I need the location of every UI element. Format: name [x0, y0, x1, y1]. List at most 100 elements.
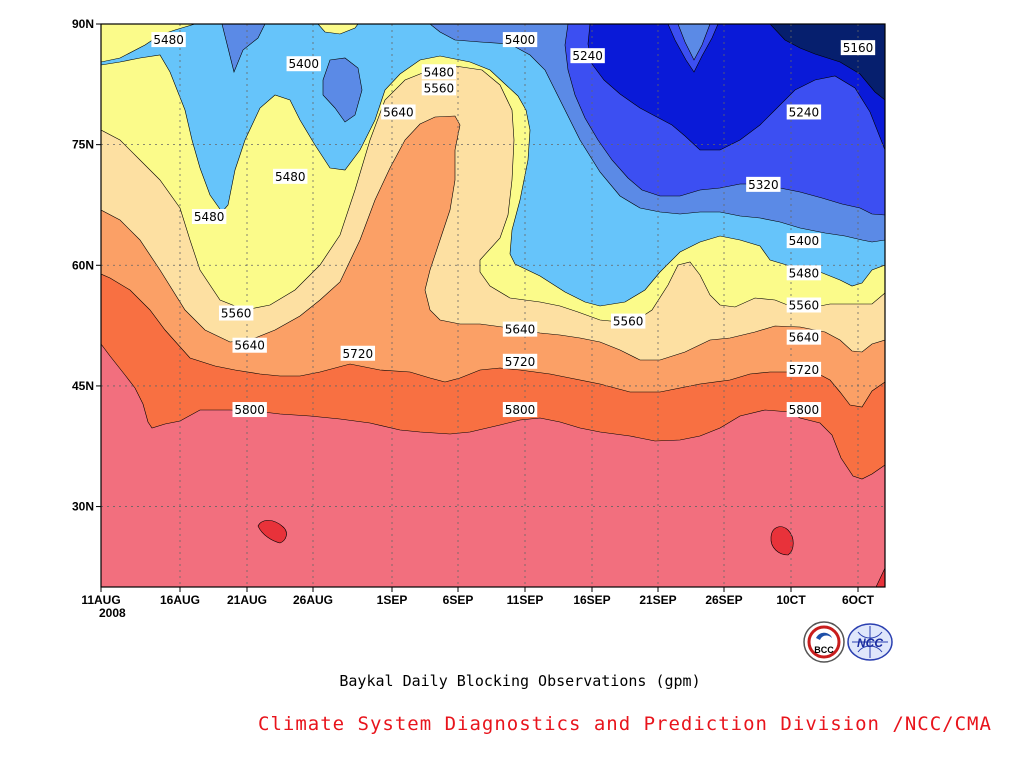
contour-label-bg	[786, 265, 822, 281]
contour-label-text: 5320	[748, 178, 779, 192]
contour-label-text: 5720	[505, 355, 536, 369]
contour-label-text: 5480	[424, 65, 455, 79]
contour-label-bg	[151, 32, 186, 48]
contour-label: 5800	[502, 402, 538, 418]
band-above-5880-cell3	[875, 567, 885, 587]
y-axis: 90N 75N 60N 45N 30N	[72, 17, 101, 514]
contour-label-bg	[502, 353, 538, 369]
contour-label-text: 5560	[613, 315, 644, 329]
contour-label-text: 5640	[505, 323, 536, 337]
x-tick-label: 10CT	[776, 593, 806, 607]
x-tick-label: 6SEP	[443, 593, 474, 607]
contour-label-text: 5560	[221, 307, 252, 321]
contour-label-bg	[421, 64, 457, 80]
contour-label-text: 5800	[505, 403, 536, 417]
contour-label-text: 5640	[789, 331, 820, 345]
contour-label-text: 5720	[343, 347, 374, 361]
contour-label-bg	[381, 104, 416, 120]
bcc-logo-icon: BCC	[802, 620, 846, 664]
contour-label: 5560	[421, 80, 457, 96]
contour-label-bg	[191, 209, 227, 225]
band-above-5880-cell2	[770, 526, 794, 556]
x-tick-label: 16SEP	[573, 593, 610, 607]
contour-label: 5640	[502, 321, 538, 337]
contour-label-text: 5720	[789, 363, 820, 377]
contour-label-bg	[786, 402, 822, 418]
contour-label: 5800	[232, 402, 267, 418]
contour-label-text: 5640	[383, 105, 414, 119]
contour-label: 5800	[786, 402, 822, 418]
contour-label-text: 5400	[288, 57, 319, 71]
contour-label-text: 5640	[234, 339, 265, 353]
ncc-logo-icon: NCC	[846, 620, 894, 664]
contour-label-bg	[340, 345, 376, 361]
band-above-5880-cell1	[257, 520, 287, 544]
chart-title: Baykal Daily Blocking Observations (gpm)	[339, 672, 701, 690]
contour-bands	[101, 24, 885, 587]
band-5320-5400-island2	[322, 57, 363, 123]
y-tick-label: 90N	[72, 17, 94, 31]
x-axis-year-label: 2008	[99, 606, 126, 620]
x-tick-label: 21SEP	[639, 593, 676, 607]
contour-label: 5480	[273, 168, 308, 184]
x-axis: 11AUG 16AUG 21AUG 26AUG 1SEP 6SEP 11SEP 16SEP 21…	[81, 587, 875, 607]
ncc-logo-text: NCC	[857, 636, 883, 650]
contour-label: 5560	[786, 297, 822, 313]
contour-label-bg	[786, 104, 822, 120]
contour-label: 5720	[786, 361, 822, 377]
contour-label: 5480	[151, 32, 186, 48]
contour-label-bg	[273, 168, 308, 184]
contour-label-bg	[786, 329, 822, 345]
x-tick-label: 16AUG	[160, 593, 200, 607]
contour-label-text: 5400	[789, 234, 820, 248]
contour-label-bg	[610, 313, 646, 329]
x-tick-label: 26AUG	[293, 593, 333, 607]
contour-label-bg	[232, 402, 267, 418]
contour-label-text: 5480	[275, 170, 306, 184]
x-tick-label: 11SEP	[507, 593, 544, 607]
contour-label-text: 5480	[789, 266, 820, 280]
contour-label-bg	[502, 321, 538, 337]
contour-label-text: 5160	[843, 41, 874, 55]
contour-label: 5480	[786, 265, 822, 281]
x-tick-label: 26SEP	[705, 593, 742, 607]
contour-label-text: 5560	[789, 299, 820, 313]
bcc-logo-text: BCC	[814, 645, 834, 655]
contour-label-bg	[570, 48, 605, 64]
contour-label: 5400	[786, 233, 822, 249]
contour-label-bg	[232, 337, 267, 353]
band-5240-5320-tongue-inner	[677, 24, 711, 61]
y-tick-label: 45N	[72, 379, 94, 393]
contour-label-bg	[502, 32, 538, 48]
contour-label-bg	[786, 233, 822, 249]
contour-label-bg	[502, 402, 538, 418]
contour-label-text: 5240	[789, 105, 820, 119]
contour-label: 5640	[381, 104, 416, 120]
contour-label-bg	[746, 176, 781, 192]
band-5480-yellow-notch	[317, 24, 359, 35]
grid-lines	[101, 24, 885, 587]
contour-label: 5400	[502, 32, 538, 48]
band-5160-5240	[587, 24, 885, 151]
contour-label: 5560	[610, 313, 646, 329]
contour-label-text: 5480	[194, 210, 225, 224]
y-tick-label: 30N	[72, 500, 94, 514]
x-tick-label: 6OCT	[842, 593, 875, 607]
contour-label-bg	[786, 361, 822, 377]
contour-label: 5720	[502, 353, 538, 369]
contour-label: 5320	[746, 176, 781, 192]
contour-label-text: 5400	[505, 33, 536, 47]
credit-line: Climate System Diagnostics and Predictio…	[258, 713, 992, 735]
contour-label: 5240	[570, 48, 605, 64]
contour-label-text: 5800	[789, 403, 820, 417]
contour-label-bg	[421, 80, 457, 96]
contour-label: 5640	[786, 329, 822, 345]
contour-label-bg	[786, 297, 822, 313]
contour-label: 5400	[286, 56, 321, 72]
contour-label-bg	[286, 56, 321, 72]
plot-frame	[100, 23, 886, 588]
contour-label-bg	[218, 305, 254, 321]
contour-labels: 5480 5400 5400 5240 5160 5480 5560 5640 5240 5480…	[151, 32, 876, 418]
contour-label: 5480	[421, 64, 457, 80]
